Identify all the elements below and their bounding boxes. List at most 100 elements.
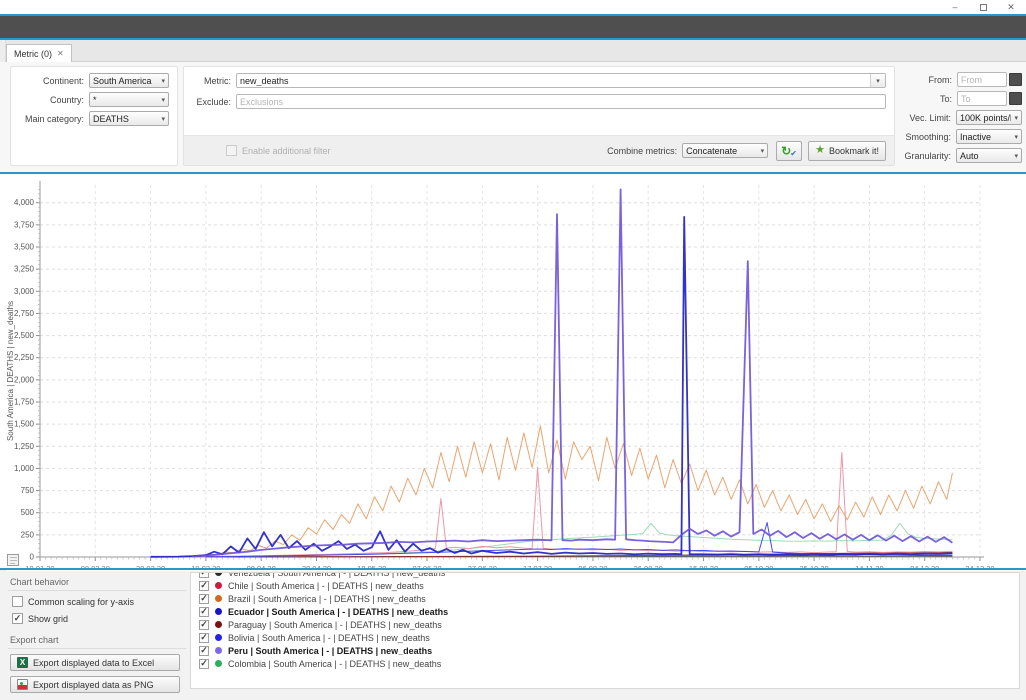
common-scaling-row[interactable]: Common scaling for y-axis — [12, 596, 186, 607]
chart-behavior-panel: Chart behavior Common scaling for y-axis… — [8, 574, 186, 689]
common-scaling-checkbox[interactable] — [12, 596, 23, 607]
legend-item-checkbox[interactable] — [199, 572, 209, 578]
svg-text:2,750: 2,750 — [14, 309, 35, 318]
legend-item-label: Peru | South America | - | DEATHS | new_… — [228, 646, 432, 656]
refresh-button[interactable]: ↻✔ — [776, 141, 802, 161]
export-png-button[interactable]: Export displayed data as PNG — [10, 676, 180, 693]
series-color-dot — [215, 647, 222, 654]
svg-text:250: 250 — [21, 530, 35, 539]
bottom-panel: Chart behavior Common scaling for y-axis… — [0, 571, 1026, 700]
filter-substrip: Enable additional filter Combine metrics… — [184, 135, 894, 165]
smoothing-select[interactable]: Inactive ▾ — [956, 129, 1022, 144]
legend-list: Venezuela | South America | - | DEATHS |… — [191, 572, 1019, 670]
png-image-icon — [17, 679, 28, 690]
granularity-select[interactable]: Auto ▾ — [956, 148, 1022, 163]
legend-item[interactable]: Brazil | South America | - | DEATHS | ne… — [191, 592, 1019, 605]
country-select[interactable]: * ▾ — [89, 92, 169, 107]
svg-text:2,250: 2,250 — [14, 353, 35, 362]
to-label: To: — [900, 94, 957, 104]
legend-item[interactable]: Paraguay | South America | - | DEATHS | … — [191, 618, 1019, 631]
chart-behavior-title: Chart behavior — [8, 574, 186, 591]
tab-close-icon[interactable]: ✕ — [57, 49, 64, 58]
maximize-icon — [980, 4, 987, 11]
bookmark-button-label: Bookmark it! — [829, 146, 879, 156]
legend-item-checkbox[interactable] — [199, 594, 209, 604]
legend-item[interactable]: Colombia | South America | - | DEATHS | … — [191, 657, 1019, 670]
calendar-icon[interactable] — [1009, 92, 1022, 105]
svg-text:1,000: 1,000 — [14, 464, 35, 473]
svg-text:0: 0 — [30, 553, 35, 562]
export-excel-button[interactable]: X Export displayed data to Excel — [10, 654, 180, 671]
calendar-icon[interactable] — [1009, 73, 1022, 86]
chart-options-icon[interactable] — [7, 554, 19, 566]
chevron-down-icon[interactable]: ▾ — [870, 74, 885, 87]
chevron-down-icon: ▾ — [1014, 152, 1018, 160]
metric-combobox[interactable]: ▾ — [236, 73, 886, 88]
show-grid-label: Show grid — [28, 614, 68, 624]
chevron-down-icon: ▾ — [161, 96, 165, 104]
to-date-input[interactable] — [957, 91, 1007, 106]
svg-text:2,000: 2,000 — [14, 375, 35, 384]
legend-item[interactable]: Chile | South America | - | DEATHS | new… — [191, 579, 1019, 592]
metric-filter-group: Metric: ▾ Exclude: Enable additional fil… — [183, 66, 895, 166]
continent-select[interactable]: South America ▾ — [89, 73, 169, 88]
series-color-dot — [215, 582, 222, 589]
series-color-dot — [215, 608, 222, 615]
chart-area[interactable]: 02505007501,0001,2501,5001,7502,0002,250… — [0, 174, 1026, 568]
enable-additional-filter-row[interactable]: Enable additional filter — [226, 145, 331, 156]
export-excel-label: Export displayed data to Excel — [33, 658, 154, 668]
legend-item-checkbox[interactable] — [199, 646, 209, 656]
legend-item-checkbox[interactable] — [199, 607, 209, 617]
export-png-label: Export displayed data as PNG — [33, 680, 154, 690]
exclude-input[interactable] — [236, 94, 886, 109]
legend-item-checkbox[interactable] — [199, 659, 209, 669]
svg-text:4,000: 4,000 — [14, 198, 35, 207]
show-grid-checkbox[interactable] — [12, 613, 23, 624]
time-filter-group: From: To: Vec. Limit: 100K points/line ▾… — [900, 66, 1022, 166]
legend-item-label: Ecuador | South America | - | DEATHS | n… — [228, 607, 448, 617]
svg-text:South America | DEATHS | new_d: South America | DEATHS | new_deaths — [6, 301, 15, 441]
legend-item-label: Paraguay | South America | - | DEATHS | … — [228, 620, 442, 630]
chart-svg: 02505007501,0001,2501,5001,7502,0002,250… — [0, 174, 1026, 568]
enable-additional-filter-checkbox[interactable] — [226, 145, 237, 156]
country-label: Country: — [11, 95, 89, 105]
legend-item-checkbox[interactable] — [199, 620, 209, 630]
legend-item-label: Colombia | South America | - | DEATHS | … — [228, 659, 441, 669]
close-button[interactable]: ✕ — [1004, 1, 1018, 13]
chevron-down-icon: ▾ — [1014, 133, 1018, 141]
legend-item-checkbox[interactable] — [199, 581, 209, 591]
legend-item[interactable]: Peru | South America | - | DEATHS | new_… — [191, 644, 1019, 657]
main-category-select[interactable]: DEATHS ▾ — [89, 111, 169, 126]
legend-item-label: Brazil | South America | - | DEATHS | ne… — [228, 594, 426, 604]
series-color-dot — [215, 660, 222, 667]
show-grid-row[interactable]: Show grid — [12, 613, 186, 624]
svg-text:750: 750 — [21, 486, 35, 495]
chevron-down-icon: ▾ — [1014, 114, 1018, 122]
legend-item-label: Venezuela | South America | - | DEATHS |… — [228, 572, 445, 578]
bookmark-button[interactable]: ★ Bookmark it! — [808, 141, 886, 161]
from-date-input[interactable] — [957, 72, 1007, 87]
minimize-button[interactable]: – — [948, 1, 962, 13]
series-legend-panel: Venezuela | South America | - | DEATHS |… — [190, 572, 1020, 689]
main-category-label: Main category: — [11, 114, 89, 124]
svg-text:3,500: 3,500 — [14, 243, 35, 252]
legend-item[interactable]: Bolivia | South America | - | DEATHS | n… — [191, 631, 1019, 644]
svg-text:1,750: 1,750 — [14, 398, 35, 407]
legend-item-checkbox[interactable] — [199, 633, 209, 643]
excel-icon: X — [17, 657, 28, 668]
combine-metrics-label: Combine metrics: — [607, 146, 682, 156]
legend-item[interactable]: Venezuela | South America | - | DEATHS |… — [191, 572, 1019, 579]
check-icon: ✔ — [790, 149, 797, 158]
metric-input[interactable] — [237, 74, 870, 87]
tab-metric[interactable]: Metric (0) ✕ — [6, 44, 72, 62]
star-icon: ★ — [815, 145, 825, 156]
filter-panel: Continent: South America ▾ Country: * ▾ … — [0, 62, 1026, 172]
vec-limit-select[interactable]: 100K points/line ▾ — [956, 110, 1022, 125]
svg-text:1,500: 1,500 — [14, 420, 35, 429]
vec-limit-label: Vec. Limit: — [900, 113, 956, 123]
maximize-button[interactable] — [976, 1, 990, 13]
svg-text:1,250: 1,250 — [14, 442, 35, 451]
combine-metrics-select[interactable]: Concatenate ▾ — [682, 143, 768, 158]
from-label: From: — [900, 75, 957, 85]
legend-item[interactable]: Ecuador | South America | - | DEATHS | n… — [191, 605, 1019, 618]
